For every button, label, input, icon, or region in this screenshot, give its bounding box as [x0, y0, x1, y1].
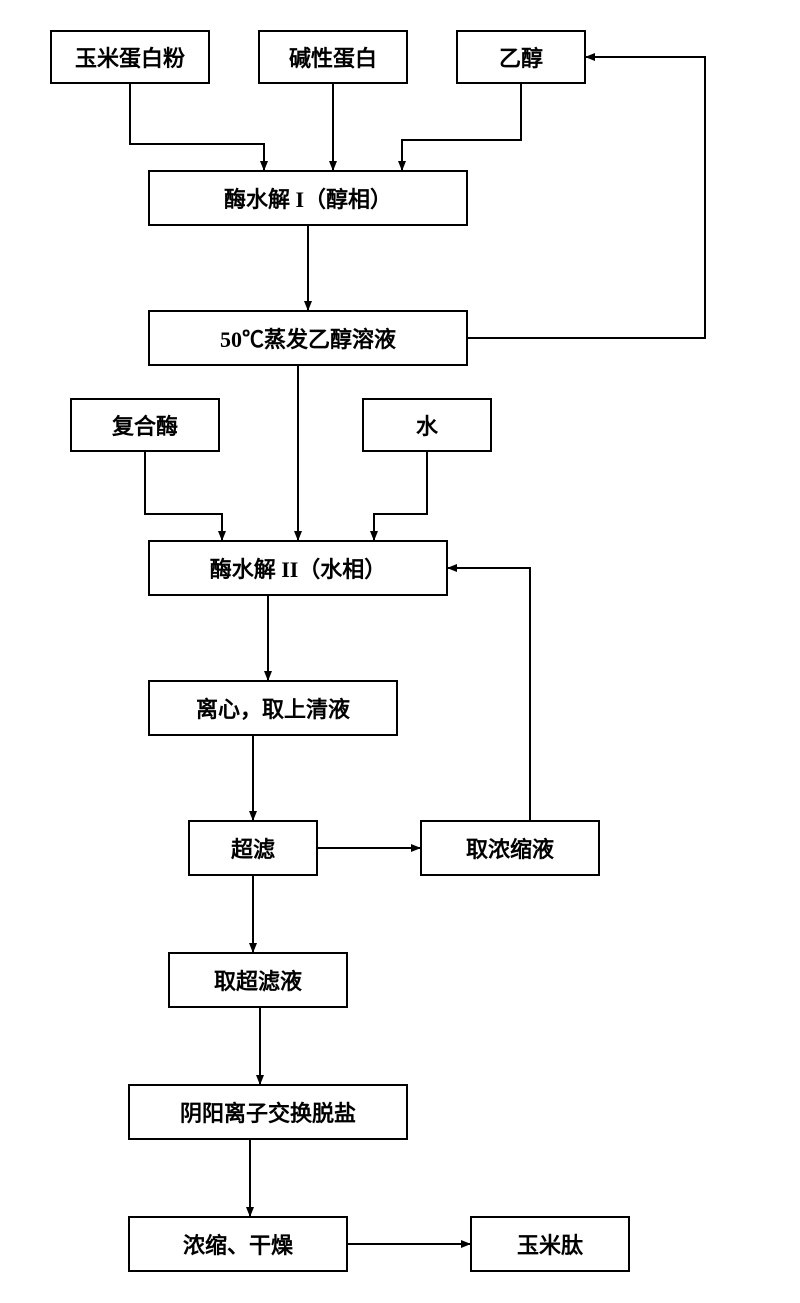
edge-n3-n4 [402, 84, 521, 170]
node-ultrafiltration: 超滤 [188, 820, 318, 876]
node-hydrolysis-2: 酶水解 II（水相） [148, 540, 448, 596]
node-compound-enzyme: 复合酶 [70, 398, 220, 452]
node-ethanol: 乙醇 [456, 30, 586, 84]
edge-n5-n3 [468, 57, 705, 338]
node-centrifuge: 离心，取上清液 [148, 680, 398, 736]
edge-n6-n8 [145, 452, 222, 540]
node-alkaline-protein: 碱性蛋白 [258, 30, 408, 84]
node-hydrolysis-1: 酶水解 I（醇相） [148, 170, 468, 226]
node-concentrate-dry: 浓缩、干燥 [128, 1216, 348, 1272]
node-water: 水 [362, 398, 492, 452]
edge-n7-n8 [374, 452, 427, 540]
node-take-concentrate: 取浓缩液 [420, 820, 600, 876]
node-corn-peptide: 玉米肽 [470, 1216, 630, 1272]
edge-n1-n4 [130, 84, 264, 170]
node-take-ultrafiltrate: 取超滤液 [168, 952, 348, 1008]
node-ion-exchange-desalt: 阴阳离子交换脱盐 [128, 1084, 408, 1140]
node-corn-protein-powder: 玉米蛋白粉 [50, 30, 210, 84]
node-evaporate-ethanol: 50℃蒸发乙醇溶液 [148, 310, 468, 366]
edge-n11-n8 [448, 568, 530, 820]
